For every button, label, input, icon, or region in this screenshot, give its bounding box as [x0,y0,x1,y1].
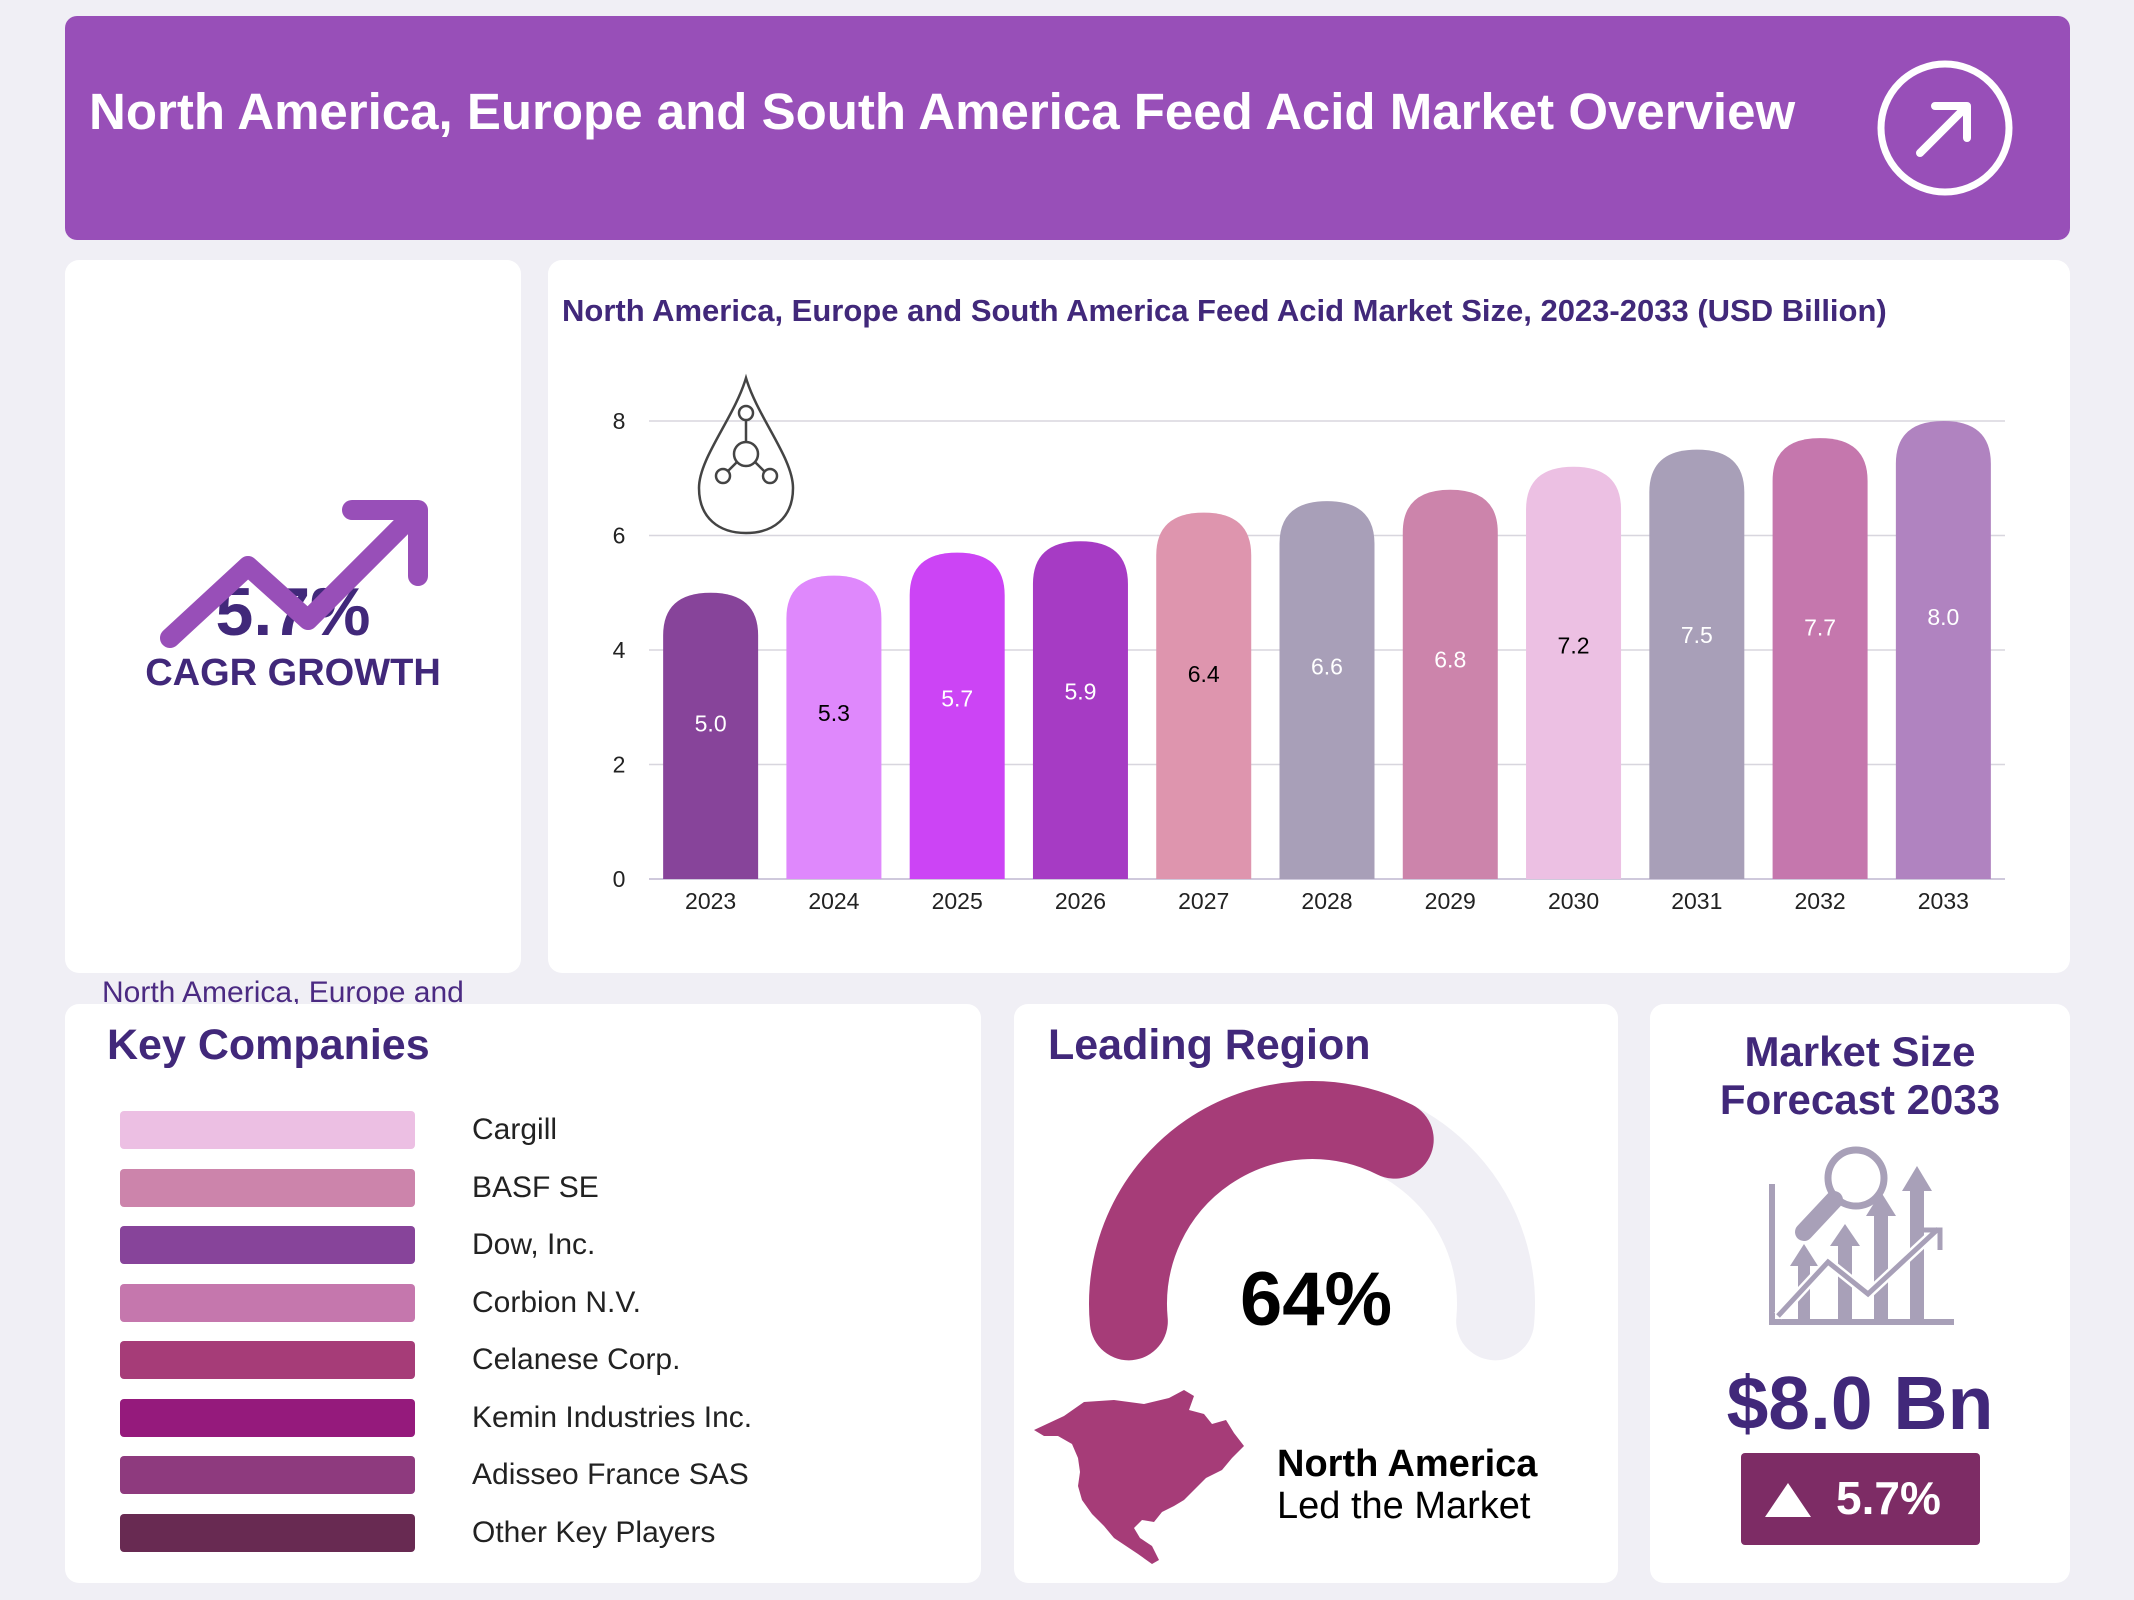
bar-value-label: 5.3 [818,700,850,726]
y-tick-label: 2 [613,752,626,778]
bar-value-label: 6.8 [1434,647,1466,673]
x-tick-label: 2023 [685,888,736,914]
header-banner: North America, Europe and South America … [65,16,2070,240]
company-color-swatch [120,1456,415,1494]
leading-region-card: Leading Region 64% North America Led the… [1014,1004,1618,1583]
company-color-swatch [120,1168,415,1207]
triangle-up-icon [1765,1483,1811,1517]
company-color-swatch [120,1341,415,1379]
region-share-gauge [1089,1081,1535,1361]
cagr-label: CAGR GROWTH [145,652,441,694]
chart-title: North America, Europe and South America … [562,293,1887,328]
acid-drop-molecule-icon [697,373,795,535]
company-color-swatch [120,1111,415,1149]
x-tick-label: 2024 [808,888,859,914]
bar-value-label: 7.5 [1681,622,1713,648]
bar-2026 [1032,541,1128,879]
forecast-title-line2: Forecast 2033 [1719,1076,2001,1123]
gauge-fill [1089,1081,1434,1361]
company-name: Corbion N.V. [472,1285,641,1319]
y-tick-label: 0 [613,866,626,892]
bar-2027 [1156,512,1252,879]
company-color-swatch [120,1398,415,1437]
region-name: North America [1277,1443,1538,1485]
bar-2025 [909,552,1005,879]
x-tick-label: 2031 [1671,888,1722,914]
company-name: Other Key Players [472,1515,716,1549]
leading-region-title: Leading Region [1048,1021,1371,1069]
forecast-value: $8.0 Bn [1726,1361,1994,1445]
chart-card: North America, Europe and South America … [548,260,2070,973]
trend-up-arrow-icon [160,500,428,648]
bar-chart: 0 2 4 6 8 5.0 2023 5.3 2024 5.7 2025 5.9 2026 6.4 2027… [613,373,2005,914]
growth-badge: 5.7% [1741,1453,1980,1545]
bar-2029 [1402,489,1498,879]
north-america-map-icon [1034,1390,1244,1564]
cagr-card: 5.7% CAGR GROWTH North America, Europe a… [65,260,521,1214]
bar-2028 [1279,501,1375,879]
bar-value-label: 6.4 [1188,661,1220,687]
bar-2032 [1772,438,1868,879]
company-name: Dow, Inc. [472,1228,596,1261]
x-tick-label: 2026 [1055,888,1106,914]
forecast-title: Market Size Forecast 2033 [1650,1028,2070,1124]
company-name: Kemin Industries Inc. [472,1400,753,1434]
bar-value-label: 5.0 [695,711,727,737]
x-tick-label: 2029 [1425,888,1476,914]
bar-value-label: 7.2 [1558,632,1590,658]
bar-2023 [663,592,759,879]
bar-value-label: 5.9 [1064,679,1096,705]
region-share-value: 64% [1239,1257,1393,1342]
bar-2031 [1649,449,1745,879]
forecast-title-line1: Market Size [1744,1028,1976,1075]
y-tick-label: 4 [613,637,626,663]
page-title: North America, Europe and South America … [89,83,1796,140]
x-tick-label: 2028 [1301,888,1352,914]
x-tick-label: 2027 [1178,888,1229,914]
market-analysis-chart-icon [1769,1146,1954,1325]
region-subtitle: Led the Market [1277,1485,1531,1527]
bar-2033 [1895,421,1991,879]
bar-2024 [786,575,882,879]
bar-value-label: 5.7 [941,686,973,712]
company-name: Cargill [472,1113,558,1146]
y-tick-label: 6 [613,523,626,549]
bar-value-label: 6.6 [1311,654,1343,680]
bar-value-label: 8.0 [1927,604,1959,630]
arrow-up-right-circle-icon [1877,60,2013,196]
company-color-swatch [120,1226,415,1264]
company-name: BASF SE [472,1170,599,1204]
x-tick-label: 2032 [1795,888,1846,914]
bar-2030 [1526,466,1622,879]
company-name: Adisseo France SAS [472,1458,749,1491]
x-tick-label: 2025 [932,888,983,914]
market-forecast-card: Market Size Forecast 2033 $8.0 Bn 5.7% [1650,1004,2070,1583]
x-tick-label: 2030 [1548,888,1599,914]
bar-value-label: 7.7 [1804,615,1836,641]
growth-value: 5.7% [1836,1472,1941,1524]
key-companies-card: Key Companies Cargill BASF SE Dow, Inc. Cor… [65,1004,981,1583]
company-color-swatch [120,1513,415,1552]
y-tick-label: 8 [613,408,626,434]
company-color-swatch [120,1283,415,1322]
company-name: Celanese Corp. [472,1343,681,1376]
key-companies-title: Key Companies [107,1021,430,1069]
x-tick-label: 2033 [1918,888,1969,914]
